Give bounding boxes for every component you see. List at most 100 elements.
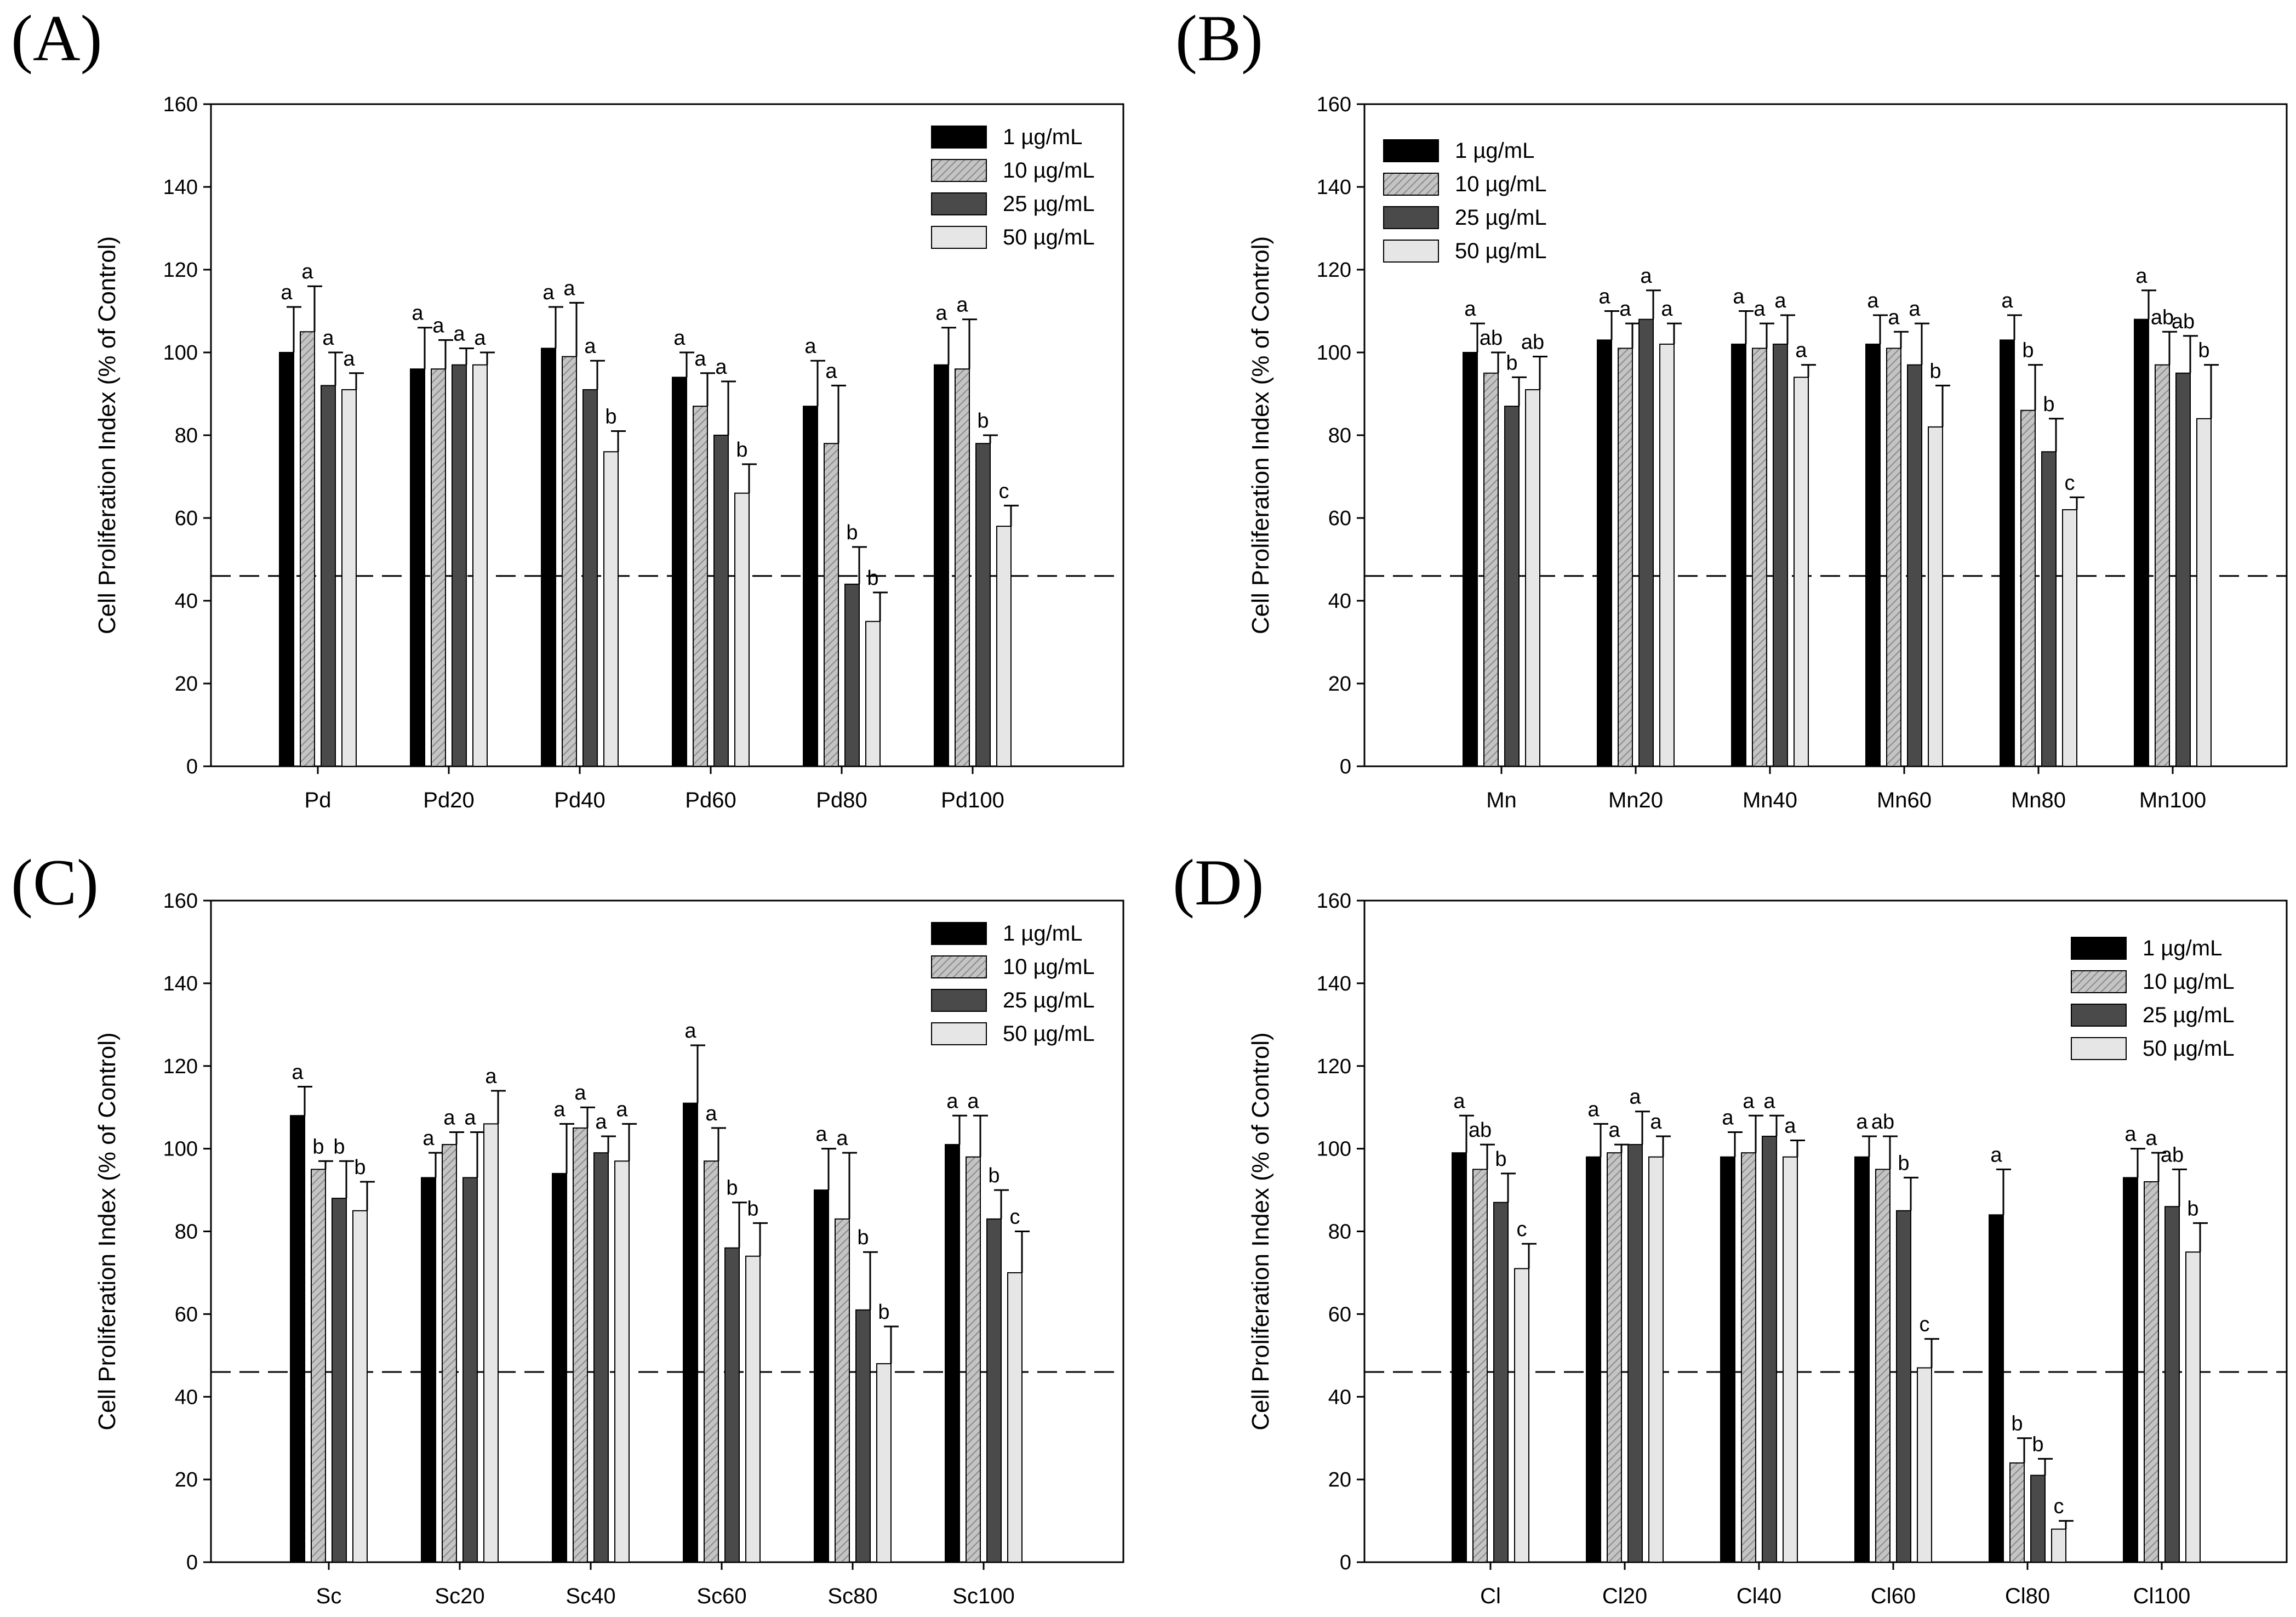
bar — [614, 1160, 630, 1563]
significance-letter: c — [1010, 1206, 1020, 1229]
bar — [2030, 1474, 2046, 1563]
y-tick-label: 60 — [1328, 1303, 1351, 1326]
bar — [986, 1218, 1002, 1563]
y-tick-label: 0 — [186, 1551, 198, 1574]
bar — [2062, 509, 2077, 767]
significance-letter: b — [312, 1135, 324, 1158]
bar — [1525, 389, 1540, 767]
bar — [290, 1115, 305, 1563]
significance-letter: a — [1754, 298, 1766, 321]
bar — [734, 492, 750, 767]
bar — [582, 389, 598, 767]
bar — [573, 1127, 588, 1563]
significance-letter: a — [1990, 1143, 2002, 1166]
bar — [593, 1152, 609, 1563]
significance-letter: a — [815, 1123, 827, 1146]
significance-letter: a — [343, 348, 355, 371]
bar — [472, 364, 488, 767]
significance-letter: c — [1517, 1218, 1527, 1241]
x-tick-label: Cl80 — [2005, 1584, 2050, 1608]
panel-label: (C) — [11, 846, 99, 919]
panel-c: (C) 0 20 40 60 80 100 120 140 160 Cell Proliferati… — [11, 846, 1124, 1608]
bar — [1875, 1169, 1891, 1563]
significance-letter: b — [354, 1156, 365, 1179]
bar — [855, 1309, 871, 1563]
x-tick-label: Cl60 — [1871, 1584, 1916, 1608]
x-tick-label: Cl40 — [1737, 1584, 1781, 1608]
bar — [431, 368, 446, 767]
y-tick-label: 100 — [163, 1138, 198, 1161]
significance-letter: ab — [1480, 327, 1503, 350]
x-tick-label: Cl — [1480, 1584, 1501, 1608]
bar — [552, 1172, 567, 1563]
significance-letter: a — [715, 356, 727, 379]
y-tick-label: 20 — [1328, 1468, 1351, 1491]
bar — [1627, 1144, 1643, 1563]
bar — [672, 377, 687, 767]
significance-letter: a — [1650, 1111, 1662, 1134]
x-tick-label: Sc40 — [566, 1584, 615, 1608]
y-tick-label: 60 — [175, 507, 198, 530]
y-tick-label: 0 — [186, 755, 198, 778]
bar — [2196, 418, 2212, 767]
significance-letter: a — [595, 1111, 607, 1134]
y-axis-label: Cell Proliferation Index (% of Control) — [1247, 1032, 1274, 1430]
significance-letter: a — [946, 1090, 958, 1113]
bar — [683, 1102, 698, 1563]
significance-letter: b — [2198, 339, 2209, 362]
bar — [1586, 1156, 1601, 1563]
legend-swatch — [931, 226, 987, 249]
bar — [603, 451, 619, 767]
bar — [1618, 348, 1633, 767]
significance-letter: a — [694, 348, 706, 371]
significance-letter: a — [474, 327, 486, 350]
legend-label: 25 µg/mL — [2143, 1003, 2235, 1027]
bar — [814, 1189, 829, 1563]
bar — [1607, 1152, 1622, 1563]
legend-label: 25 µg/mL — [1003, 988, 1095, 1012]
bar — [824, 443, 839, 767]
bar — [279, 352, 294, 767]
y-tick-label: 20 — [1328, 673, 1351, 696]
x-tick-label: Mn40 — [1743, 788, 1797, 812]
significance-letter: a — [1722, 1106, 1734, 1129]
y-tick-label: 140 — [163, 176, 198, 199]
y-tick-label: 120 — [1317, 1055, 1351, 1078]
legend-label: 1 µg/mL — [1003, 921, 1082, 946]
y-tick-label: 120 — [163, 1055, 198, 1078]
x-tick-label: Mn20 — [1608, 788, 1663, 812]
bar — [1720, 1156, 1735, 1563]
bar — [2155, 364, 2170, 767]
significance-letter: c — [999, 480, 1009, 503]
bar — [2144, 1181, 2159, 1563]
bar — [2123, 1177, 2138, 1563]
panel-d: (D) 0 20 40 60 80 100 120 140 160 Cell Proliferati… — [1173, 846, 2288, 1608]
y-tick-label: 20 — [175, 1468, 198, 1491]
y-tick-label: 100 — [163, 341, 198, 365]
significance-letter: a — [443, 1106, 455, 1129]
bar — [442, 1144, 457, 1563]
y-axis-label: Cell Proliferation Index (% of Control) — [94, 1032, 121, 1430]
bar — [1504, 406, 1520, 767]
legend-label: 10 µg/mL — [1455, 172, 1547, 196]
significance-letter: ab — [1521, 331, 1544, 354]
bar — [2009, 1462, 2025, 1563]
y-tick-label: 140 — [1317, 972, 1351, 995]
significance-letter: a — [956, 294, 968, 317]
bar — [1762, 1135, 1777, 1563]
significance-letter: c — [2054, 1495, 2064, 1518]
legend-label: 10 µg/mL — [1003, 955, 1095, 979]
significance-letter: b — [1898, 1152, 1909, 1175]
legend-label: 10 µg/mL — [1003, 158, 1095, 183]
bar — [1854, 1156, 1870, 1563]
bar — [462, 1177, 478, 1563]
y-tick-label: 0 — [1340, 1551, 1351, 1574]
bar — [452, 364, 467, 767]
significance-letter: b — [2011, 1413, 2023, 1436]
bar — [1773, 343, 1788, 767]
significance-letter: a — [673, 327, 686, 350]
legend-label: 50 µg/mL — [2143, 1037, 2235, 1061]
y-tick-label: 160 — [1317, 93, 1351, 116]
y-tick-label: 80 — [175, 424, 198, 447]
bar — [1493, 1202, 1509, 1563]
